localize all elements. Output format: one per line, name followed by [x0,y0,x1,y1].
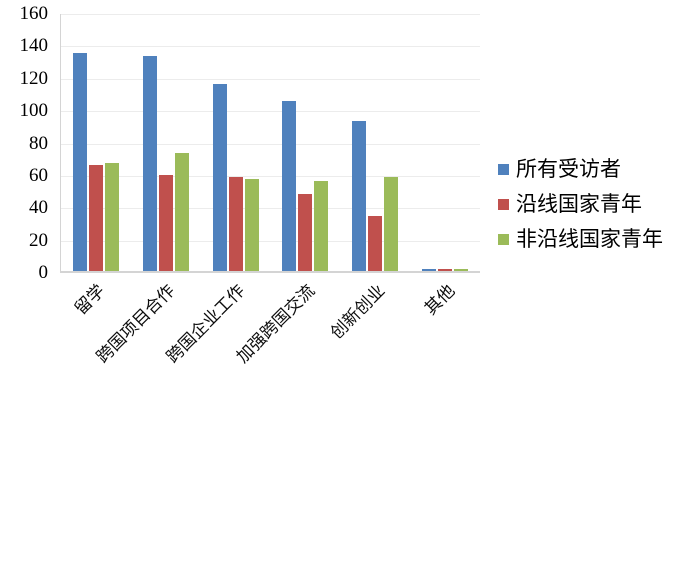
y-tick-label: 20 [29,229,48,251]
bar[interactable] [298,193,313,272]
y-tick-label: 140 [19,35,49,57]
gridline [61,14,480,15]
bar-group [201,14,271,272]
bar[interactable] [314,181,329,272]
bar[interactable] [384,177,399,272]
bar[interactable] [72,53,87,272]
bar[interactable] [104,162,119,272]
bar[interactable] [454,268,469,272]
legend-item[interactable]: 沿线国家青年 [498,187,688,222]
bar-group [340,14,410,272]
bar[interactable] [422,268,437,272]
gridline [61,78,480,80]
y-tick-label: 80 [29,132,48,154]
bar[interactable] [212,84,227,272]
bar[interactable] [174,153,189,272]
bar[interactable] [282,101,297,272]
bar[interactable] [352,120,367,272]
bar[interactable] [244,178,259,272]
gridline [61,175,480,177]
bar[interactable] [438,268,453,272]
plot-area [60,14,480,273]
x-axis-category-labels: 留学 跨国项目合作 跨国企业工作 加强跨国交流 创新创业 其他 [60,273,480,408]
gridline [61,46,480,48]
gridline [61,208,480,210]
legend-item[interactable]: 非沿线国家青年 [498,222,688,257]
bar-group [131,14,201,272]
y-tick-label: 100 [19,100,49,122]
legend-swatch-icon [498,164,509,175]
legend-label: 沿线国家青年 [516,192,642,216]
legend: 所有受访者沿线国家青年 非沿线国家青年 [498,152,688,257]
legend-swatch-icon [498,234,509,245]
bar-groups [61,14,480,272]
bar[interactable] [368,216,383,272]
legend-item[interactable]: 所有受访者 [498,152,688,187]
bar-chart: 160 140 120 100 80 60 40 20 0 留学 跨国项目合作 跨国企业工作 加强跨国… [0,0,688,408]
bar[interactable] [142,55,157,272]
gridline [61,143,480,145]
gridline [61,240,480,242]
y-tick-label: 40 [29,197,48,219]
gridline [61,111,480,113]
y-axis: 160 140 120 100 80 60 40 20 0 [0,0,54,290]
bar-group [61,14,131,272]
y-tick-label: 0 [38,262,49,283]
legend-label: 非沿线国家青年 [516,227,663,251]
bar-group [410,14,480,272]
bar[interactable] [228,176,243,272]
y-tick-label: 120 [19,67,49,89]
bar[interactable] [88,165,103,272]
bar-group [270,14,340,272]
y-tick-label: 160 [19,3,49,24]
x-axis-line [61,271,480,272]
legend-label: 所有受访者 [516,157,621,181]
legend-swatch-icon [498,199,509,210]
bar[interactable] [158,174,173,272]
y-tick-label: 60 [29,164,48,186]
